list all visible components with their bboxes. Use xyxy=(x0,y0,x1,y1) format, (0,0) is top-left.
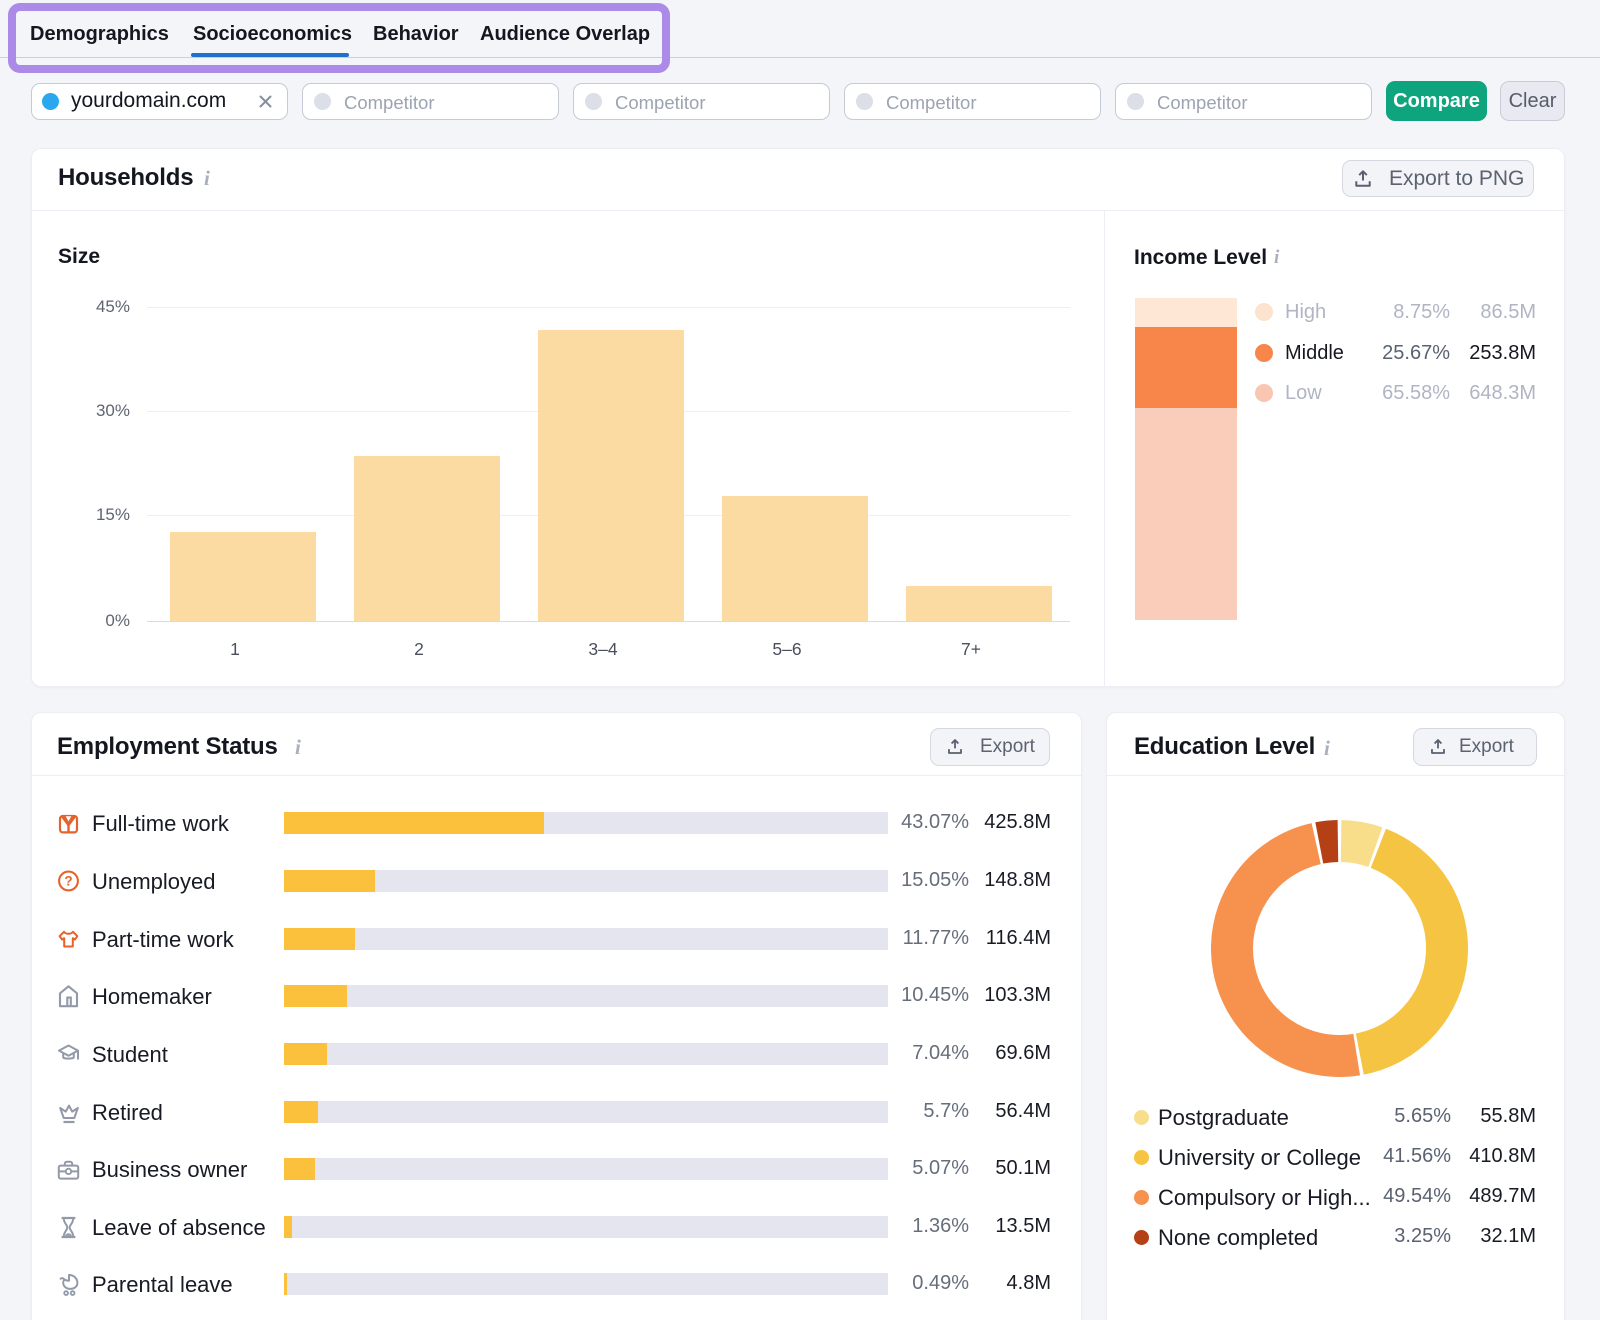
svg-text:?: ? xyxy=(64,874,72,889)
